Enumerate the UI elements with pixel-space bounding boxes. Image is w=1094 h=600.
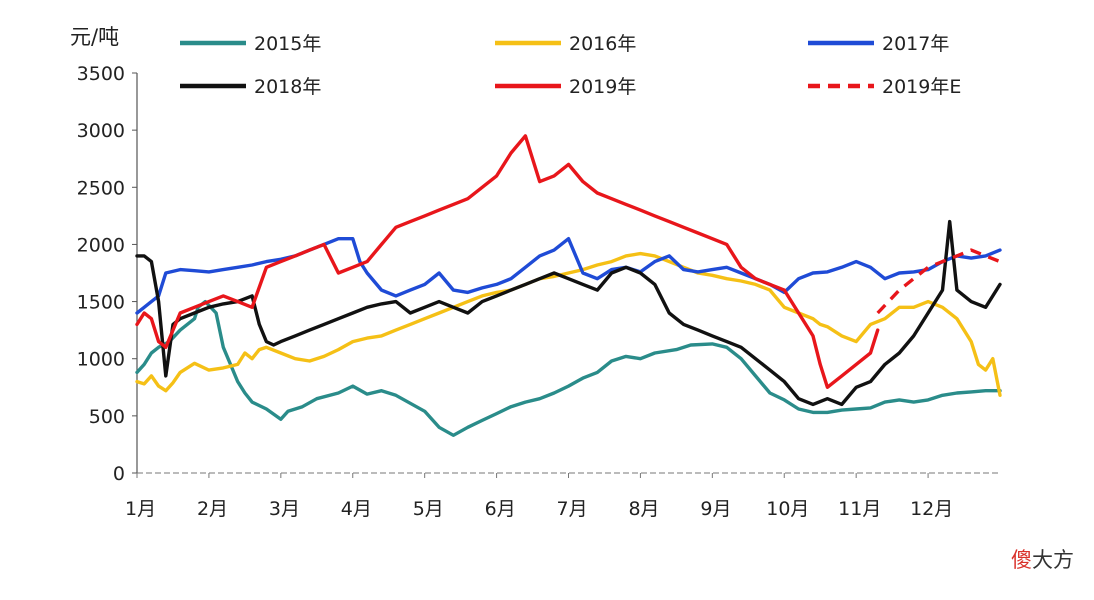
x-tick-label: 9月	[700, 498, 731, 520]
watermark-rest: 大方	[1032, 548, 1074, 572]
x-tick-label: 1月	[125, 498, 156, 520]
legend-label-5: 2019年E	[882, 76, 961, 98]
series-line-1	[135, 251, 1002, 397]
x-tick-label: 8月	[628, 498, 659, 520]
legend-label-0: 2015年	[254, 33, 321, 55]
x-tick-label: 6月	[485, 498, 516, 520]
legend-label-4: 2019年	[569, 76, 636, 98]
y-tick-label: 3500	[77, 63, 125, 85]
x-tick-label: 3月	[269, 498, 300, 520]
watermark-first-char: 傻	[1011, 548, 1032, 572]
x-tick-label: 11月	[838, 498, 881, 520]
y-tick-label: 500	[89, 406, 125, 428]
x-tick-label: 7月	[557, 498, 588, 520]
legend-label-2: 2017年	[882, 33, 949, 55]
series-line-5	[876, 248, 1001, 315]
x-tick-label: 5月	[413, 498, 444, 520]
y-axis-label: 元/吨	[70, 25, 119, 49]
series-line-2	[135, 236, 1002, 315]
series-line-3	[135, 219, 1002, 407]
x-tick-label: 2月	[197, 498, 228, 520]
series-line-0	[135, 299, 1002, 437]
y-tick-label: 2000	[77, 234, 125, 256]
y-tick-label: 3000	[77, 120, 125, 142]
legend: 2015年 2016年 2017年 2018年 2019年 2019年E	[180, 33, 961, 98]
x-tick-label: 10月	[766, 498, 809, 520]
y-tick-label: 1500	[77, 292, 125, 314]
y-tick-label: 1000	[77, 349, 125, 371]
x-tick-label: 4月	[341, 498, 372, 520]
watermark: 傻大方	[1011, 544, 1074, 574]
y-tick-label: 2500	[77, 177, 125, 199]
legend-label-3: 2018年	[254, 76, 321, 98]
axes: 3500 3000 2500 2000 1500 1000 500 01月 2月 3月 4月 5月 6月…	[77, 63, 1000, 520]
series-line-4	[135, 134, 880, 389]
legend-label-1: 2016年	[569, 33, 636, 55]
series-lines	[135, 134, 1002, 437]
x-tick-label: 12月	[910, 498, 953, 520]
y-tick-label: 0	[113, 463, 125, 485]
